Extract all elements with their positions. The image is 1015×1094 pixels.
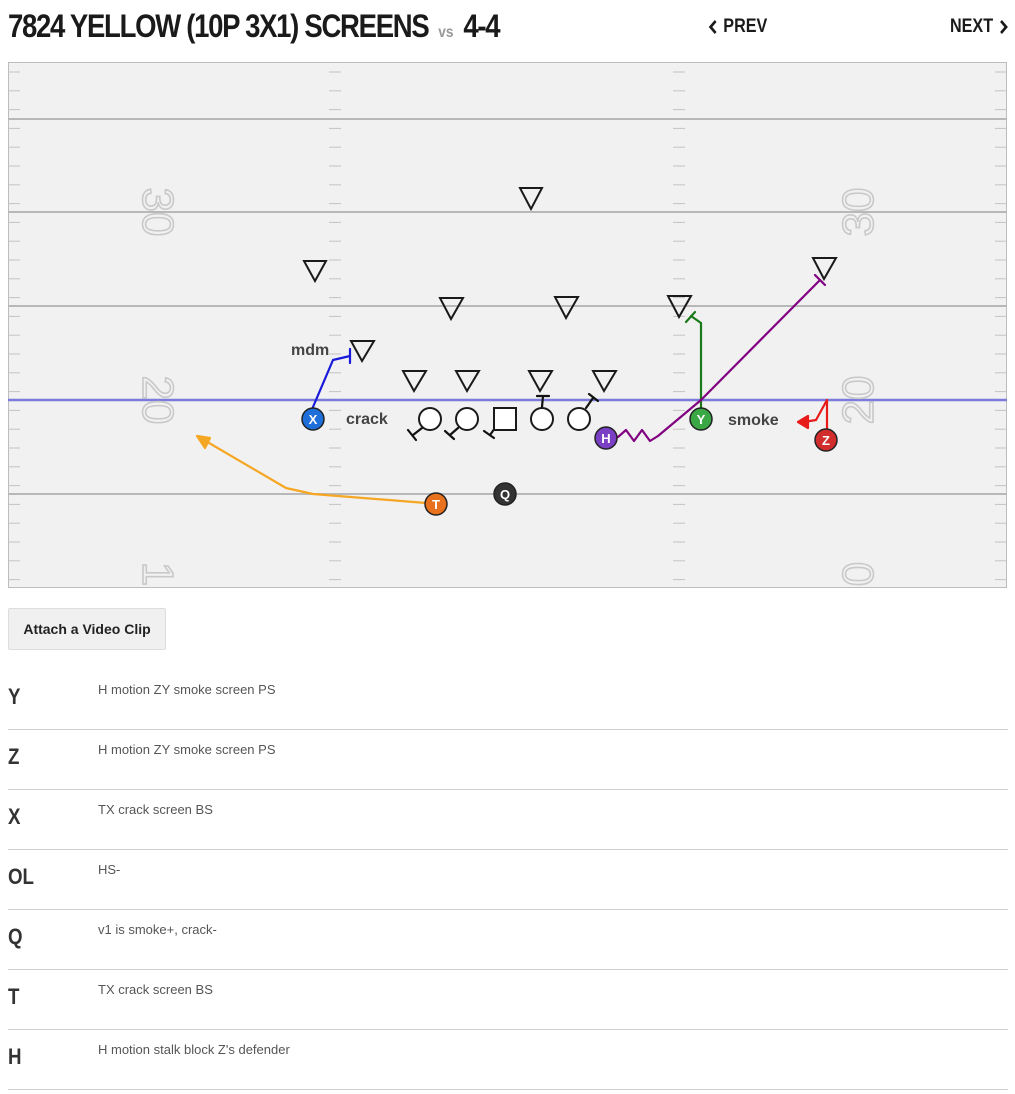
note-row: H H motion stalk block Z's defender <box>8 1030 1008 1090</box>
player-label: Y <box>697 412 706 427</box>
note-row: Y H motion ZY smoke screen PS <box>8 670 1008 730</box>
defender <box>349 340 376 364</box>
lineman <box>530 407 554 431</box>
defender <box>518 187 544 212</box>
note-text: H motion ZY smoke screen PS <box>98 742 276 757</box>
next-button[interactable]: NEXT <box>950 16 1008 38</box>
note-row: Z H motion ZY smoke screen PS <box>8 730 1008 790</box>
player-x: X <box>301 407 325 431</box>
vs-label: vs <box>438 24 454 41</box>
player-marker <box>814 428 838 452</box>
route-h <box>616 273 827 443</box>
defense <box>302 187 838 394</box>
yard-number-right: 0 <box>834 562 883 586</box>
football-field: 30 20 1 30 20 0 <box>8 62 1007 588</box>
player-label: Z <box>822 433 830 448</box>
note-row: X TX crack screen BS <box>8 790 1008 850</box>
note-text: TX crack screen BS <box>98 802 213 817</box>
route-t <box>195 434 428 505</box>
player-marker <box>594 426 618 450</box>
route-ol <box>406 392 600 442</box>
route-x <box>311 347 352 409</box>
player-marker <box>424 492 448 516</box>
note-row: T TX crack screen BS <box>8 970 1008 1030</box>
player-marker <box>301 407 325 431</box>
defender <box>591 370 618 394</box>
note-position: OL <box>8 864 34 889</box>
note-position: Z <box>8 744 20 769</box>
defender <box>454 370 481 394</box>
yard-number-left: 30 <box>133 188 182 237</box>
play-diagram: 30 20 1 30 20 0 <box>8 62 1007 588</box>
player-q: Q <box>493 482 517 506</box>
route-y <box>684 310 703 409</box>
lineman <box>455 407 479 431</box>
next-label: NEXT <box>950 16 994 37</box>
lineman <box>567 407 591 431</box>
yard-number-left: 20 <box>133 376 182 425</box>
player-label: T <box>432 497 440 512</box>
note-text: v1 is smoke+, crack- <box>98 922 217 937</box>
player-label: X <box>309 412 318 427</box>
note-row: OL HS- <box>8 850 1008 910</box>
note-position: X <box>8 804 21 829</box>
player-z: Z <box>814 428 838 452</box>
note-position: Y <box>8 684 21 709</box>
prev-label: PREV <box>723 16 768 37</box>
routes <box>195 273 829 505</box>
field-background <box>8 62 1007 588</box>
player-label: H <box>601 431 610 446</box>
hash-marks <box>8 71 1007 581</box>
note-text: H motion ZY smoke screen PS <box>98 682 276 697</box>
offensive-line <box>418 407 591 431</box>
note-position: Q <box>8 924 23 949</box>
defender <box>527 370 554 394</box>
crack-label: crack <box>346 411 388 428</box>
note-position: T <box>8 984 20 1009</box>
player-marker <box>689 407 713 431</box>
player-h: H <box>594 426 618 450</box>
route-z <box>796 398 829 434</box>
smoke-label: smoke <box>728 412 779 429</box>
yard-number-left: 1 <box>133 562 182 586</box>
chevron-left-icon <box>708 19 717 35</box>
defender <box>302 260 328 284</box>
player-marker <box>493 482 517 506</box>
yard-number-right: 30 <box>834 188 883 237</box>
prev-button[interactable]: PREV <box>708 16 767 38</box>
player-t: T <box>424 492 448 516</box>
note-text: TX crack screen BS <box>98 982 213 997</box>
defender <box>553 296 580 321</box>
player-label: Q <box>500 487 510 502</box>
note-row: Q v1 is smoke+, crack- <box>8 910 1008 970</box>
defender <box>666 295 693 320</box>
defender <box>401 370 428 394</box>
opponent-defense: 4-4 <box>463 8 500 44</box>
chevron-right-icon <box>999 19 1008 35</box>
yard-number-right: 20 <box>834 376 883 425</box>
header: 7824 YELLOW (10P 3X1) SCREENS vs 4-4 PRE… <box>0 0 1015 62</box>
center <box>493 407 517 431</box>
attach-video-clip-button[interactable]: Attach a Video Clip <box>8 608 166 650</box>
defender <box>811 257 838 282</box>
note-position: H <box>8 1044 22 1069</box>
offense-skill-players: X Y Z H T Q <box>301 407 838 516</box>
mdm-label: mdm <box>291 342 329 359</box>
note-text: H motion stalk block Z's defender <box>98 1042 290 1057</box>
position-notes: Y H motion ZY smoke screen PS Z H motion… <box>8 670 1008 1090</box>
defender <box>438 297 465 322</box>
note-text: HS- <box>98 862 121 877</box>
play-name: 7824 YELLOW (10P 3X1) SCREENS <box>8 8 430 44</box>
lineman <box>418 407 442 431</box>
play-title: 7824 YELLOW (10P 3X1) SCREENS vs 4-4 <box>8 8 501 45</box>
yard-lines <box>8 118 1007 495</box>
player-y: Y <box>689 407 713 431</box>
